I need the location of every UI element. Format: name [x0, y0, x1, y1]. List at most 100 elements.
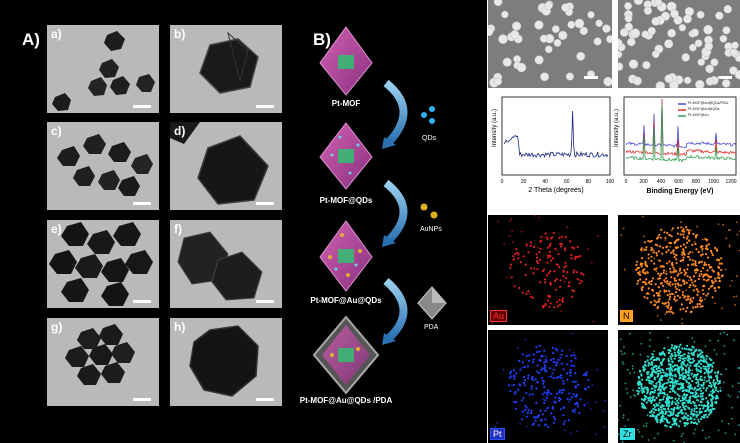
eds-dot — [694, 349, 697, 352]
eds-dot — [699, 305, 702, 308]
eds-dot — [532, 361, 535, 364]
eds-dot — [693, 404, 696, 407]
eds-label-zr: Zr — [620, 428, 635, 440]
eds-dot — [524, 404, 527, 407]
eds-dot — [618, 419, 619, 421]
eds-dot — [539, 409, 542, 412]
eds-dot — [572, 351, 575, 354]
eds-dot — [538, 371, 541, 375]
eds-dot — [643, 425, 645, 427]
eds-dot — [681, 253, 684, 256]
eds-dot — [685, 405, 688, 408]
eds-dot — [546, 393, 549, 396]
eds-dot — [528, 354, 531, 357]
eds-dot — [661, 252, 664, 255]
eds-dot — [686, 363, 689, 366]
eds-dot — [716, 372, 719, 375]
eds-dot — [552, 376, 555, 380]
eds-dot — [632, 353, 634, 355]
eds-dot — [669, 295, 672, 298]
eds-dot — [699, 387, 702, 390]
eds-dot — [703, 367, 706, 370]
eds-dot — [675, 382, 678, 385]
eds-dot — [689, 391, 692, 394]
eds-dot — [667, 349, 670, 352]
sem-particle — [670, 9, 679, 19]
eds-dot — [714, 302, 716, 304]
eds-dot — [559, 279, 562, 282]
scale-bar — [718, 76, 732, 79]
eds-dot — [685, 394, 688, 397]
eds-dot — [594, 433, 597, 435]
eds-dot — [524, 273, 527, 277]
eds-dot — [650, 259, 653, 262]
eds-dot — [707, 367, 710, 370]
eds-dot — [645, 395, 648, 398]
eds-dot — [688, 384, 691, 387]
eds-dot — [695, 388, 698, 391]
eds-dot — [682, 412, 685, 415]
eds-dot — [661, 385, 664, 389]
eds-dot — [694, 236, 697, 239]
eds-dot — [650, 400, 653, 403]
eds-dot — [684, 270, 686, 273]
sem-particle — [654, 0, 663, 7]
eds-dot — [505, 276, 508, 279]
eds-dot — [645, 388, 649, 391]
scheme-label-pt-mof-au-qds-pda: Pt-MOF@Au@QDs /PDA — [299, 396, 393, 405]
eds-dot — [679, 357, 682, 360]
eds-map-pt: Pt — [488, 330, 608, 443]
eds-dot — [533, 245, 536, 249]
eds-dot — [525, 406, 528, 409]
eds-dot — [694, 260, 697, 263]
xps-tick-label: 800 — [692, 179, 701, 185]
eds-dot — [665, 310, 668, 314]
eds-dot — [628, 332, 631, 335]
eds-dot — [711, 296, 714, 299]
eds-dot — [568, 281, 571, 284]
eds-dot — [638, 270, 641, 274]
eds-dot — [543, 401, 546, 404]
eds-dot — [670, 276, 673, 279]
eds-dot — [665, 277, 668, 280]
eds-dot — [558, 399, 561, 402]
eds-dot — [720, 268, 723, 272]
eds-dot — [622, 414, 625, 417]
eds-dot — [568, 392, 571, 395]
eds-dot — [694, 364, 697, 367]
eds-dot — [648, 379, 651, 382]
eds-dot — [717, 429, 720, 432]
tem-label-d: d) — [174, 124, 186, 138]
eds-dot — [693, 418, 696, 421]
eds-dot — [650, 375, 653, 378]
eds-dot — [672, 411, 675, 414]
eds-dot — [665, 375, 668, 378]
eds-dot — [570, 432, 572, 435]
eds-dot — [653, 376, 656, 379]
eds-dot — [702, 407, 705, 410]
eds-dot — [659, 265, 662, 268]
eds-dot — [591, 261, 593, 264]
eds-dot — [666, 396, 669, 399]
eds-dot — [707, 384, 710, 387]
eds-dot — [539, 247, 542, 250]
eds-dot — [569, 240, 572, 243]
eds-dot — [683, 424, 686, 427]
eds-dot — [663, 231, 666, 234]
eds-dot — [652, 397, 655, 400]
sem-particle — [603, 76, 612, 87]
eds-dot — [684, 422, 687, 425]
eds-dot — [622, 363, 625, 365]
eds-dot — [655, 291, 658, 295]
eds-dot — [547, 246, 550, 249]
eds-dot — [691, 369, 694, 372]
eds-dot — [676, 399, 679, 403]
eds-dot — [655, 267, 658, 270]
eds-dot — [670, 357, 673, 361]
eds-dot — [668, 384, 672, 387]
eds-dot — [665, 262, 669, 265]
eds-dot — [708, 363, 711, 366]
eds-dot — [570, 257, 573, 260]
eds-dot — [652, 404, 656, 407]
eds-dot — [682, 249, 685, 253]
